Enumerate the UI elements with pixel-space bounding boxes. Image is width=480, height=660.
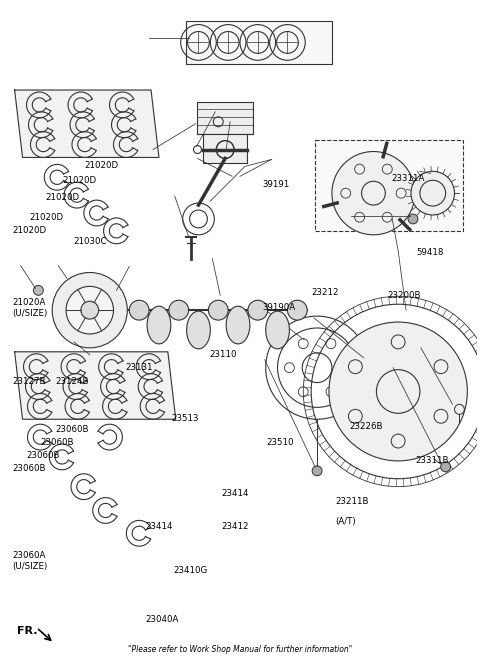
Text: 23414: 23414 (145, 522, 173, 531)
Circle shape (248, 300, 268, 320)
Circle shape (288, 300, 307, 320)
Text: 23412: 23412 (221, 522, 249, 531)
Polygon shape (14, 352, 176, 419)
Text: (U/SIZE): (U/SIZE) (12, 309, 48, 318)
Text: 21020D: 21020D (29, 213, 63, 222)
Circle shape (329, 322, 468, 461)
Text: (U/SIZE): (U/SIZE) (12, 562, 48, 572)
Circle shape (34, 285, 43, 295)
Text: 21020D: 21020D (12, 226, 47, 235)
Text: 23211B: 23211B (335, 497, 368, 506)
Circle shape (332, 152, 415, 235)
Ellipse shape (187, 311, 210, 349)
Text: 23212: 23212 (311, 288, 339, 296)
Polygon shape (14, 90, 159, 158)
Bar (204, 134, 247, 164)
Text: 39190A: 39190A (263, 302, 296, 312)
Text: 23060B: 23060B (41, 438, 74, 447)
Text: 23200B: 23200B (387, 292, 420, 300)
Text: 39191: 39191 (263, 180, 290, 189)
Text: "Please refer to Work Shop Manual for further information": "Please refer to Work Shop Manual for fu… (128, 645, 352, 654)
Circle shape (169, 300, 189, 320)
Ellipse shape (266, 311, 289, 349)
Text: 21030C: 21030C (73, 237, 107, 246)
Text: 23513: 23513 (171, 414, 199, 423)
Text: FR.: FR. (17, 626, 37, 636)
Circle shape (208, 300, 228, 320)
Text: 23124B: 23124B (55, 377, 88, 385)
Text: 23060B: 23060B (12, 464, 46, 473)
Text: (A/T): (A/T) (335, 517, 356, 525)
Text: 59418: 59418 (417, 248, 444, 257)
Circle shape (441, 462, 451, 472)
Bar (197, 102, 253, 134)
Text: 23110: 23110 (209, 350, 237, 359)
Circle shape (52, 273, 127, 348)
Circle shape (81, 301, 99, 319)
Text: 21020D: 21020D (62, 176, 96, 185)
Text: 23226B: 23226B (349, 422, 383, 432)
Text: 23131: 23131 (125, 364, 153, 372)
Text: 23127B: 23127B (12, 377, 46, 385)
Circle shape (66, 286, 113, 334)
Text: 23311A: 23311A (391, 174, 424, 183)
Text: 23060A: 23060A (12, 551, 46, 560)
Circle shape (312, 466, 322, 476)
Text: 23414: 23414 (221, 489, 249, 498)
Bar (315, 140, 463, 231)
Text: 23410G: 23410G (174, 566, 208, 576)
Circle shape (408, 214, 418, 224)
Ellipse shape (147, 306, 171, 344)
Text: 23060B: 23060B (55, 425, 88, 434)
Text: 23060B: 23060B (26, 451, 60, 460)
Ellipse shape (226, 306, 250, 344)
Text: 23040A: 23040A (145, 614, 179, 624)
Text: 23510: 23510 (266, 438, 294, 447)
Text: 21020D: 21020D (84, 160, 119, 170)
Text: 21020A: 21020A (12, 298, 46, 307)
Text: 23311B: 23311B (416, 456, 449, 465)
Text: 21020D: 21020D (46, 193, 80, 203)
Circle shape (411, 172, 455, 215)
Circle shape (129, 300, 149, 320)
Bar (186, 20, 332, 64)
